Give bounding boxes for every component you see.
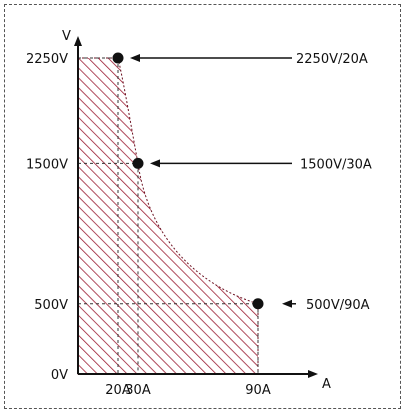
data-point-marker <box>132 157 144 169</box>
x-axis-label: A <box>322 377 331 392</box>
y-tick-labels: 0V 500V 1500V 2250V <box>26 52 68 383</box>
x-tick-label: 20A <box>105 383 131 398</box>
y-tick-label: 0V <box>51 368 68 383</box>
y-tick-label: 1500V <box>26 157 68 172</box>
annotation-arrow-head <box>130 54 140 62</box>
annotation-label: 2250V/20A <box>296 52 368 67</box>
annotations: 2250V/20A 1500V/30A 500V/90A <box>130 52 372 313</box>
x-tick-label: 30A <box>125 383 151 398</box>
annotation-label: 1500V/30A <box>300 157 372 172</box>
data-point-marker <box>252 298 264 310</box>
chart-frame <box>4 4 401 409</box>
annotation-arrow-head <box>282 299 292 308</box>
annotation-arrow-head <box>150 159 160 168</box>
x-axis-arrow <box>308 370 318 378</box>
y-tick-label: 500V <box>34 298 68 313</box>
y-tick-label: 2250V <box>26 52 68 67</box>
y-axis-label: V <box>62 29 71 44</box>
annotation-label: 500V/90A <box>306 298 370 313</box>
y-axis-arrow <box>74 36 82 46</box>
x-tick-label: 90A <box>245 383 271 398</box>
operating-region <box>77 57 259 375</box>
data-points <box>112 52 264 310</box>
data-point-marker <box>112 52 124 64</box>
guide-lines <box>78 57 259 374</box>
